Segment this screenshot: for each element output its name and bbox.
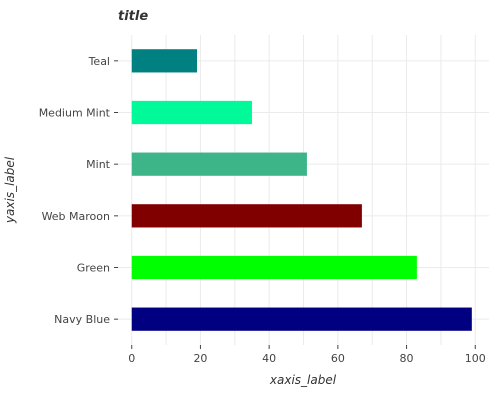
y-tick-label: Mint bbox=[86, 158, 111, 171]
y-tick-label: Medium Mint bbox=[39, 107, 111, 120]
y-tick-label: Web Maroon bbox=[42, 210, 110, 223]
bar-teal bbox=[131, 49, 198, 73]
y-tick-label: Navy Blue bbox=[54, 313, 110, 326]
x-tick-label: 80 bbox=[400, 352, 414, 365]
x-tick-labels: 0 20 40 60 80 100 bbox=[128, 345, 486, 365]
bar-navy-blue bbox=[131, 307, 472, 331]
chart-title: title bbox=[118, 9, 148, 24]
bar-web-maroon bbox=[131, 204, 362, 228]
y-tick-labels: Navy Blue Green Web Maroon Mint Medium Mint T… bbox=[39, 55, 118, 326]
bar-green bbox=[131, 255, 417, 280]
x-tick-label: 0 bbox=[128, 352, 135, 365]
bar-medium-mint bbox=[131, 100, 252, 125]
bars bbox=[131, 49, 472, 331]
x-axis-title: xaxis_label bbox=[269, 373, 337, 387]
y-tick-label: Teal bbox=[88, 55, 110, 68]
x-tick-label: 20 bbox=[193, 352, 207, 365]
x-tick-label: 100 bbox=[465, 352, 486, 365]
y-tick-label: Green bbox=[77, 262, 110, 275]
bar-mint bbox=[131, 152, 307, 176]
y-axis-title: yaxis_label bbox=[3, 156, 17, 224]
x-tick-label: 40 bbox=[262, 352, 276, 365]
x-tick-label: 60 bbox=[331, 352, 345, 365]
